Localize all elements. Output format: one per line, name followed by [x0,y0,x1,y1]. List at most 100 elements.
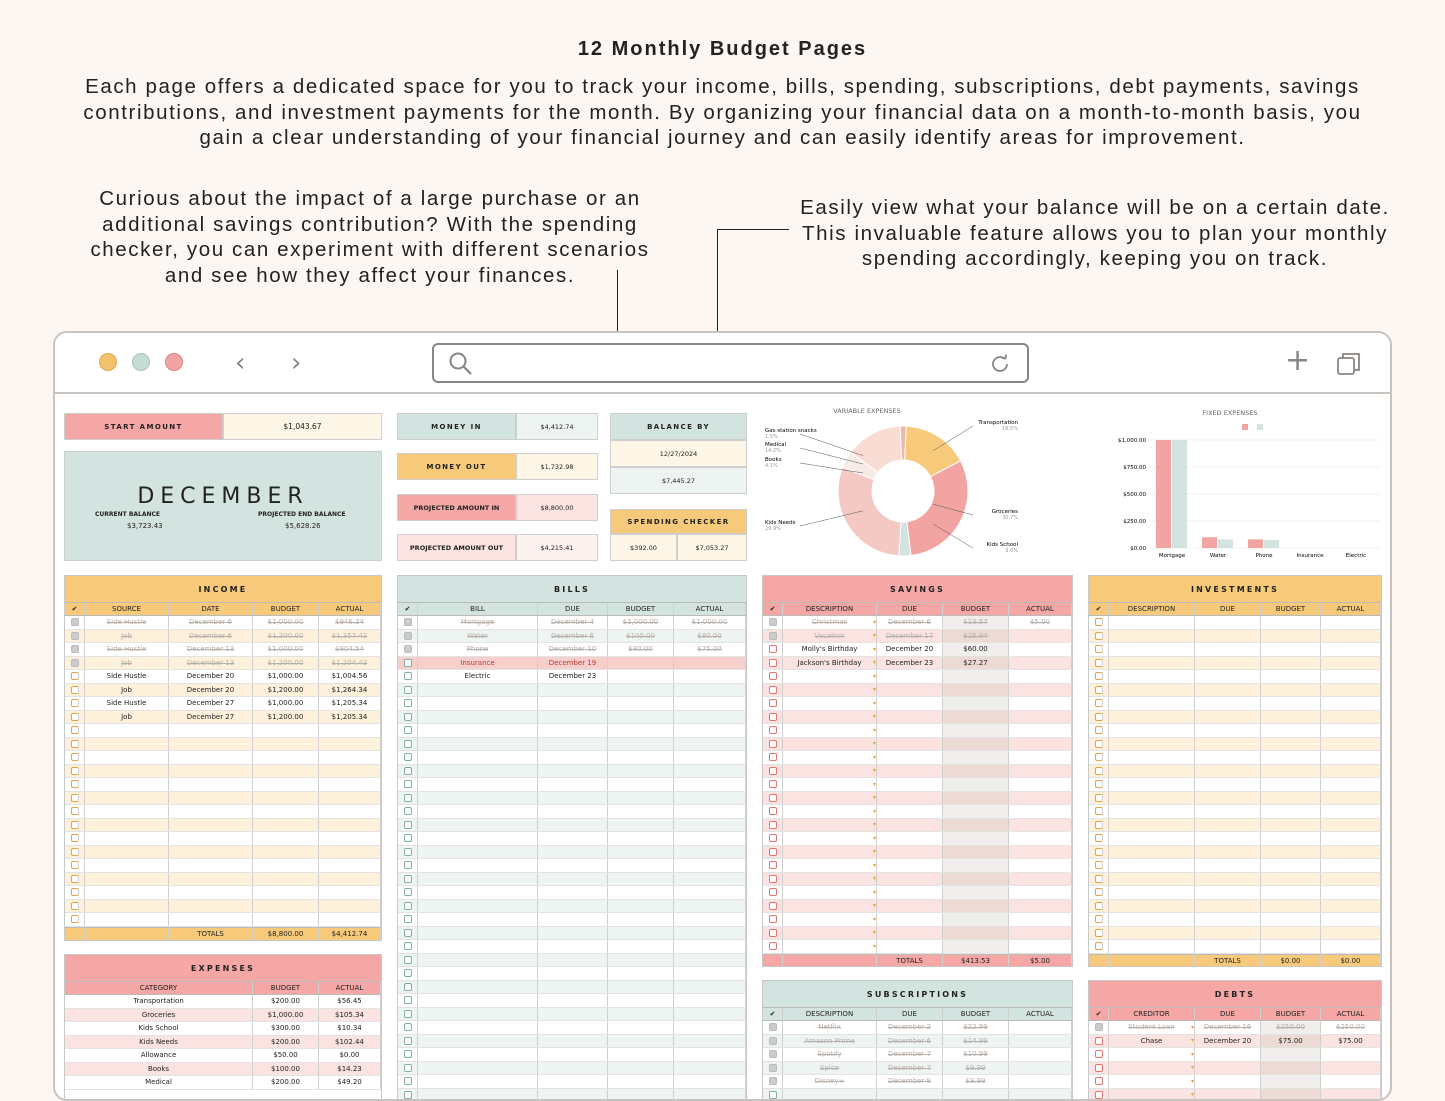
checkbox[interactable] [1095,915,1103,923]
spending-checker-input[interactable]: $392.00 [610,534,677,561]
checkbox[interactable] [71,875,79,883]
dropdown-arrow-icon[interactable]: ▾ [873,835,876,842]
dropdown-arrow-icon[interactable]: ▾ [1191,1064,1194,1071]
dropdown-arrow-icon[interactable]: ▾ [873,727,876,734]
checkbox[interactable] [1095,686,1103,694]
checkbox[interactable] [769,1077,777,1085]
checkbox[interactable] [404,1010,412,1018]
checkbox[interactable] [769,645,777,653]
dropdown-arrow-icon[interactable]: ▾ [873,808,876,815]
checkbox[interactable] [71,753,79,761]
start-amount-value[interactable]: $1,043.67 [223,413,382,440]
dropdown-arrow-icon[interactable]: ▾ [873,740,876,747]
checkbox[interactable] [769,686,777,694]
checkbox[interactable] [404,861,412,869]
checkbox[interactable] [1095,834,1103,842]
checkbox[interactable] [71,713,79,721]
dropdown-arrow-icon[interactable]: ▾ [873,767,876,774]
checkbox[interactable] [404,618,412,626]
checkbox[interactable] [1095,942,1103,950]
checkbox[interactable] [71,902,79,910]
checkbox[interactable] [769,1023,777,1031]
dropdown-arrow-icon[interactable]: ▾ [873,673,876,680]
checkbox[interactable] [769,875,777,883]
checkbox[interactable] [1095,821,1103,829]
checkbox[interactable] [769,1037,777,1045]
checkbox[interactable] [71,632,79,640]
checkbox[interactable] [71,767,79,775]
checkbox[interactable] [769,659,777,667]
checkbox[interactable] [769,672,777,680]
checkbox[interactable] [769,929,777,937]
checkbox[interactable] [769,618,777,626]
checkbox[interactable] [769,699,777,707]
balance-by-date[interactable]: 12/27/2024 [610,440,747,467]
checkbox[interactable] [1095,861,1103,869]
checkbox[interactable] [1095,753,1103,761]
checkbox[interactable] [1095,902,1103,910]
checkbox[interactable] [404,699,412,707]
checkbox[interactable] [769,902,777,910]
checkbox[interactable] [404,1023,412,1031]
traffic-light-zoom[interactable] [132,353,150,371]
checkbox[interactable] [404,969,412,977]
checkbox[interactable] [769,1050,777,1058]
dropdown-arrow-icon[interactable]: ▾ [873,713,876,720]
checkbox[interactable] [404,753,412,761]
checkbox[interactable] [769,794,777,802]
dropdown-arrow-icon[interactable]: ▾ [873,754,876,761]
checkbox[interactable] [404,996,412,1004]
checkbox[interactable] [769,821,777,829]
checkbox[interactable] [1095,659,1103,667]
checkbox[interactable] [769,726,777,734]
dropdown-arrow-icon[interactable]: ▾ [873,781,876,788]
checkbox[interactable] [769,767,777,775]
checkbox[interactable] [1095,780,1103,788]
checkbox[interactable] [404,834,412,842]
checkbox[interactable] [1095,672,1103,680]
checkbox[interactable] [769,888,777,896]
dropdown-arrow-icon[interactable]: ▾ [873,848,876,855]
dropdown-arrow-icon[interactable]: ▾ [873,943,876,950]
checkbox[interactable] [71,740,79,748]
traffic-light-close[interactable] [165,353,183,371]
dropdown-arrow-icon[interactable]: ▾ [873,646,876,653]
chevron-left-icon[interactable]: ‹ [235,348,245,378]
reload-icon[interactable] [988,352,1012,376]
checkbox[interactable] [1095,1077,1103,1085]
checkbox[interactable] [1095,699,1103,707]
checkbox[interactable] [769,713,777,721]
checkbox[interactable] [404,807,412,815]
checkbox[interactable] [404,767,412,775]
checkbox[interactable] [71,672,79,680]
dropdown-arrow-icon[interactable]: ▾ [873,902,876,909]
checkbox[interactable] [769,848,777,856]
dropdown-arrow-icon[interactable]: ▾ [873,875,876,882]
chevron-right-icon[interactable]: › [291,348,301,378]
checkbox[interactable] [1095,645,1103,653]
dropdown-arrow-icon[interactable]: ▾ [873,916,876,923]
dropdown-arrow-icon[interactable]: ▾ [873,700,876,707]
tabs-icon[interactable] [1336,351,1362,377]
checkbox[interactable] [404,956,412,964]
checkbox[interactable] [404,929,412,937]
checkbox[interactable] [769,740,777,748]
checkbox[interactable] [1095,618,1103,626]
checkbox[interactable] [71,888,79,896]
checkbox[interactable] [71,915,79,923]
checkbox[interactable] [404,821,412,829]
checkbox[interactable] [1095,875,1103,883]
checkbox[interactable] [1095,888,1103,896]
dropdown-arrow-icon[interactable]: ▾ [873,821,876,828]
checkbox[interactable] [71,645,79,653]
address-bar[interactable] [432,343,1029,383]
checkbox[interactable] [404,645,412,653]
dropdown-arrow-icon[interactable]: ▾ [873,862,876,869]
dropdown-arrow-icon[interactable]: ▾ [873,632,876,639]
checkbox[interactable] [1095,740,1103,748]
checkbox[interactable] [404,942,412,950]
checkbox[interactable] [71,699,79,707]
dropdown-arrow-icon[interactable]: ▾ [873,659,876,666]
checkbox[interactable] [71,821,79,829]
dropdown-arrow-icon[interactable]: ▾ [873,889,876,896]
